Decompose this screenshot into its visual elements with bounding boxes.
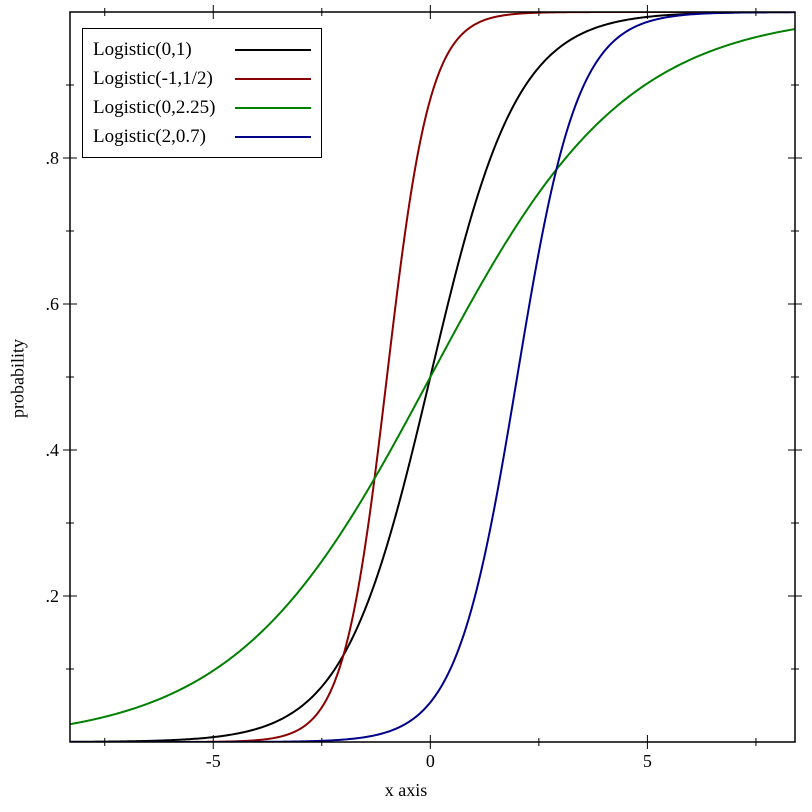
legend-entry: Logistic(0,1) [93,35,311,64]
legend-entry: Logistic(2,0.7) [93,122,311,151]
legend-entry: Logistic(-1,1/2) [93,64,311,93]
legend-label: Logistic(0,2.25) [93,96,216,118]
legend-label: Logistic(2,0.7) [93,125,206,147]
legend-line-sample [235,135,311,138]
legend-line-sample [235,106,311,109]
x-tick-label: 5 [643,751,652,771]
curve-logistic-0-2-25- [70,28,795,726]
y-tick-label: .6 [46,294,60,314]
legend-line-sample [235,77,311,80]
y-tick-label: .2 [46,586,60,606]
y-axis-label: probability [7,339,28,418]
x-tick-label: -5 [206,751,221,771]
curve-logistic-0-1- [70,12,795,742]
legend: Logistic(0,1) Logistic(-1,1/2) Logistic(0,… [82,28,322,158]
legend-label: Logistic(0,1) [93,38,192,60]
legend-label: Logistic(-1,1/2) [93,67,213,89]
plot-frame [69,11,796,743]
legend-line-sample [235,48,311,51]
y-tick-label: .8 [46,148,60,168]
x-axis-label: x axis [384,780,428,800]
x-tick-label: 0 [426,751,435,771]
legend-entry: Logistic(0,2.25) [93,93,311,122]
y-tick-label: .4 [46,440,60,460]
